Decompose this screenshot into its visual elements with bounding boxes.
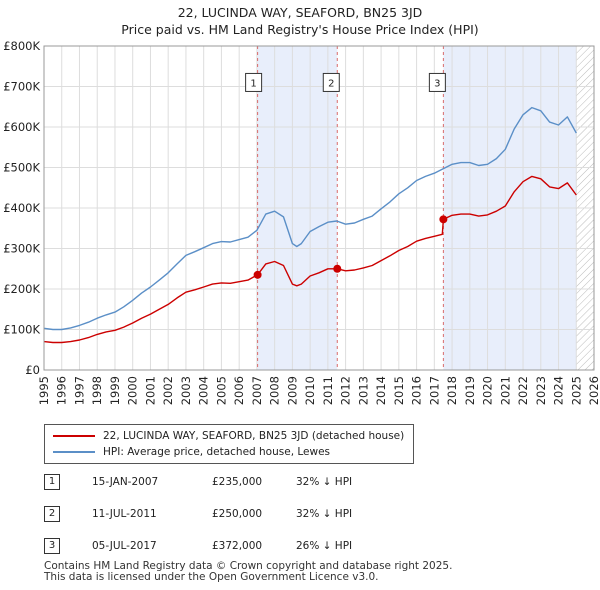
x-tick-labels: 1995 1996 1997 1998 1999 2000 2001 2002 2003 2004… xyxy=(37,376,600,405)
footer: Contains HM Land Registry data © Crown c… xyxy=(44,561,452,583)
x-tick-label: 1998 xyxy=(90,376,104,405)
sale-row: 1 15-JAN-2007 £235,000 32% ↓ HPI xyxy=(44,472,464,492)
x-tick-label: 2016 xyxy=(410,376,424,405)
y-tick-label: £700K xyxy=(3,80,40,94)
x-tick-label: 2022 xyxy=(516,376,530,405)
chart-title: 22, LUCINDA WAY, SEAFORD, BN25 3JD Price… xyxy=(0,4,600,38)
hpi-line xyxy=(43,106,577,331)
sale-number-box xyxy=(245,72,263,92)
sale-point xyxy=(253,270,262,279)
y-tick-label: £800K xyxy=(3,39,40,53)
x-tick-label: 1999 xyxy=(108,376,122,405)
legend-item-property: 22, LUCINDA WAY, SEAFORD, BN25 3JD (deta… xyxy=(53,428,404,444)
legend-swatch-property xyxy=(53,435,95,437)
x-tick-label: 2007 xyxy=(250,376,264,405)
sale-date: 05-JUL-2017 xyxy=(92,540,157,552)
x-tick-label: 2018 xyxy=(445,376,459,405)
x-tick-label: 2025 xyxy=(569,376,583,405)
sale-hpi-diff: 26% ↓ HPI xyxy=(296,540,353,552)
x-tick-label: 2011 xyxy=(321,376,335,405)
x-tick-label: 2017 xyxy=(427,376,441,405)
sale-hpi-diff: 32% ↓ HPI xyxy=(296,476,353,488)
price-chart: 1 2 3 £0 £100K £200K £300K £400K £500K £600K £700… xyxy=(3,39,600,405)
x-tick-label: 2023 xyxy=(534,376,548,405)
sale-number-label: 2 xyxy=(328,78,334,89)
sale-number-boxes: 1 2 3 xyxy=(245,72,446,92)
x-tick-label: 2026 xyxy=(587,376,600,405)
y-tick-label: £100K xyxy=(3,323,40,337)
y-tick-label: £0 xyxy=(25,363,40,377)
y-tick-label: £400K xyxy=(3,201,40,215)
legend-item-hpi: HPI: Average price, detached house, Lewe… xyxy=(53,444,330,460)
x-tick-label: 2009 xyxy=(285,376,299,405)
sale-hpi-diff: 32% ↓ HPI xyxy=(296,508,353,520)
sale-number-box: 2 xyxy=(44,506,60,522)
chart-title-line2: Price paid vs. HM Land Registry's House … xyxy=(121,22,479,37)
sale-price: £250,000 xyxy=(212,508,263,520)
legend-swatch-hpi xyxy=(53,451,95,453)
x-tick-label: 2013 xyxy=(356,376,370,405)
x-tick-label: 2015 xyxy=(392,376,406,405)
x-tick-label: 1995 xyxy=(37,376,51,405)
series-lines xyxy=(43,106,577,344)
sale-markers xyxy=(253,215,448,279)
sale-point xyxy=(333,264,342,273)
chart-title-line1: 22, LUCINDA WAY, SEAFORD, BN25 3JD xyxy=(177,5,423,20)
legend: 22, LUCINDA WAY, SEAFORD, BN25 3JD (deta… xyxy=(44,424,414,464)
y-tick-label: £200K xyxy=(3,282,40,296)
sale-date: 11-JUL-2011 xyxy=(92,508,157,520)
x-tick-label: 2000 xyxy=(126,376,140,405)
y-tick-label: £300K xyxy=(3,242,40,256)
sale-number-box: 3 xyxy=(44,538,60,554)
x-tick-label: 2010 xyxy=(303,376,317,405)
footer-line2: This data is licensed under the Open Gov… xyxy=(44,571,379,583)
x-tick-label: 2001 xyxy=(143,376,157,405)
x-tick-label: 2005 xyxy=(214,376,228,405)
x-tick-label: 2014 xyxy=(374,376,388,405)
x-tick-label: 2006 xyxy=(232,376,246,405)
x-tick-label: 2020 xyxy=(481,376,495,405)
sale-number-box: 1 xyxy=(44,474,60,490)
legend-label-property: 22, LUCINDA WAY, SEAFORD, BN25 3JD (deta… xyxy=(103,430,405,442)
x-tick-label: 2024 xyxy=(552,376,566,405)
x-tick-label: 2003 xyxy=(179,376,193,405)
sale-row: 2 11-JUL-2011 £250,000 32% ↓ HPI xyxy=(44,504,464,524)
sale-date: 15-JAN-2007 xyxy=(92,476,159,488)
sale-price: £235,000 xyxy=(212,476,263,488)
sale-row: 3 05-JUL-2017 £372,000 26% ↓ HPI xyxy=(44,536,464,556)
y-tick-label: £500K xyxy=(3,161,40,175)
x-tick-label: 1996 xyxy=(55,376,69,405)
sale-price: £372,000 xyxy=(212,540,263,552)
x-tick-label: 2004 xyxy=(197,376,211,405)
plot-border xyxy=(43,45,595,371)
sale-number-label: 1 xyxy=(250,78,256,89)
sale-vertical-lines xyxy=(257,46,444,370)
x-tick-label: 2008 xyxy=(268,376,282,405)
sale-number-label: 3 xyxy=(434,78,440,89)
x-tick-label: 2002 xyxy=(161,376,175,405)
property-price-line xyxy=(43,175,577,344)
y-tick-labels: £0 £100K £200K £300K £400K £500K £600K £700K £80… xyxy=(3,39,40,377)
x-tick-label: 2019 xyxy=(463,376,477,405)
sale-point xyxy=(439,215,448,224)
x-tick-label: 2021 xyxy=(498,376,512,405)
x-tick-label: 1997 xyxy=(72,376,86,405)
footer-line1: Contains HM Land Registry data © Crown c… xyxy=(44,560,453,572)
sale-number-box xyxy=(322,72,340,92)
legend-label-hpi: HPI: Average price, detached house, Lewe… xyxy=(103,446,331,458)
y-tick-label: £600K xyxy=(3,120,40,134)
sale-number-box xyxy=(428,72,446,92)
x-tick-label: 2012 xyxy=(339,376,353,405)
